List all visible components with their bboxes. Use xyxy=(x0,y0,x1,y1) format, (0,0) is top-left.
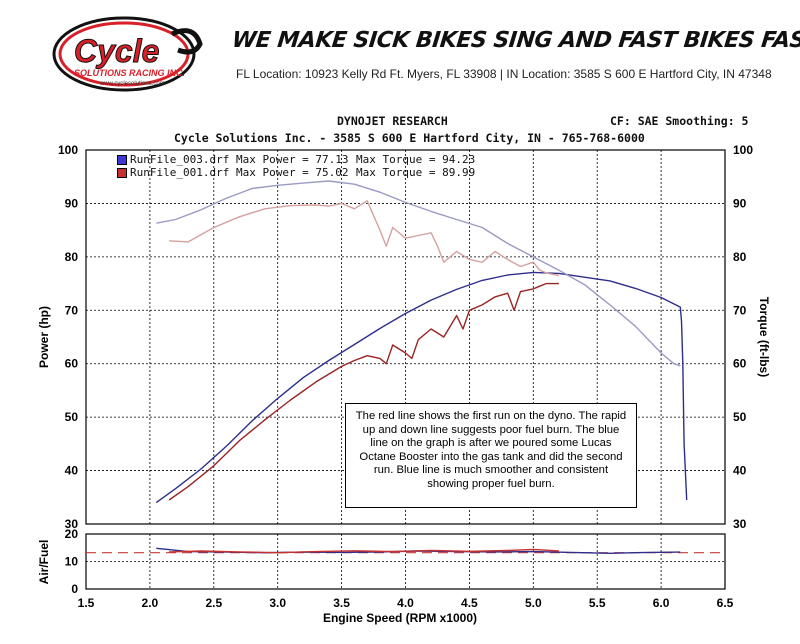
y-tick-label-left: 100 xyxy=(58,143,78,157)
legend-swatch-blue xyxy=(117,155,127,165)
y-tick-label-right: 30 xyxy=(733,517,747,531)
logo-subtext: SOLUTIONS RACING INC. xyxy=(74,68,185,78)
x-tick-label: 3.0 xyxy=(269,596,286,610)
y-tick-label-left: 90 xyxy=(65,196,79,210)
x-tick-label: 3.5 xyxy=(333,596,350,610)
legend-label-run-001: RunFile_001.drf Max Power = 75.02 xyxy=(130,166,349,179)
plot-frame xyxy=(85,149,726,525)
research-title: DYNOJET RESEARCH xyxy=(337,114,448,128)
y-axis-label-left: Power (hp) xyxy=(37,306,51,368)
y-tick-label-right: 80 xyxy=(733,250,747,264)
x-tick-label: 6.0 xyxy=(653,596,670,610)
series-runfile-001-power xyxy=(168,282,559,501)
legend-entry-run-001: RunFile_001.drf Max Power = 75.02 xyxy=(117,166,349,179)
y-tick-label-left: 30 xyxy=(65,517,79,531)
afr-tick-label: 0 xyxy=(71,582,78,596)
x-tick-label: 4.5 xyxy=(461,596,478,610)
y-tick-label-left: 50 xyxy=(65,410,79,424)
logo-text: Cycle xyxy=(74,33,159,69)
x-axis-label: Engine Speed (RPM x1000) xyxy=(323,611,477,625)
series-runfile-003-torque xyxy=(156,180,681,367)
legend-entry-run-003: RunFile_003.drf Max Power = 77.13 xyxy=(117,153,349,166)
series-runfile-001-torque xyxy=(169,200,560,277)
y-tick-label-left: 70 xyxy=(65,303,79,317)
annotation-box: The red line shows the first run on the … xyxy=(345,403,637,508)
y-tick-label-right: 60 xyxy=(733,357,747,371)
x-tick-label: 5.5 xyxy=(589,596,606,610)
y-tick-label-right: 70 xyxy=(733,303,747,317)
shop-info: Cycle Solutions Inc. - 3585 S 600 E Hart… xyxy=(174,131,645,145)
legend-torque-run-001: Max Torque = 89.99 xyxy=(356,166,476,179)
x-tick-label: 5.0 xyxy=(525,596,542,610)
x-tick-label: 2.0 xyxy=(142,596,159,610)
afr-series-runfile-001 xyxy=(169,548,559,554)
x-tick-label: 2.5 xyxy=(205,596,222,610)
y-tick-label-left: 40 xyxy=(65,464,79,478)
afr-tick-label: 20 xyxy=(65,527,79,541)
y-tick-label-right: 40 xyxy=(733,464,747,478)
afr-axis-label: Air/Fuel xyxy=(37,540,51,585)
locations: FL Location: 10923 Kelly Rd Ft. Myers, F… xyxy=(236,67,772,81)
company-logo: Cycle SOLUTIONS RACING INC. www.cyclesol… xyxy=(52,16,203,92)
x-tick-label: 1.5 xyxy=(78,596,95,610)
y-tick-label-left: 80 xyxy=(65,250,79,264)
legend-label-run-003: RunFile_003.drf Max Power = 77.13 xyxy=(130,153,349,166)
afr-tick-label: 10 xyxy=(65,555,79,569)
x-tick-label: 6.5 xyxy=(717,596,734,610)
cf-smoothing: CF: SAE Smoothing: 5 xyxy=(610,114,749,128)
x-tick-label: 4.0 xyxy=(397,596,414,610)
legend-swatch-red xyxy=(117,168,127,178)
y-axis-label-right: Torque (ft-lbs) xyxy=(757,297,771,377)
y-tick-label-right: 50 xyxy=(733,410,747,424)
series-runfile-003-power xyxy=(155,271,688,504)
logo-url: www.cyclesolutions.com xyxy=(99,81,165,87)
y-tick-label-right: 90 xyxy=(733,196,747,210)
legend-torque-run-003: Max Torque = 94.23 xyxy=(356,153,476,166)
y-tick-label-right: 100 xyxy=(733,143,753,157)
y-tick-label-left: 60 xyxy=(65,357,79,371)
afr-plot-frame xyxy=(85,533,726,590)
